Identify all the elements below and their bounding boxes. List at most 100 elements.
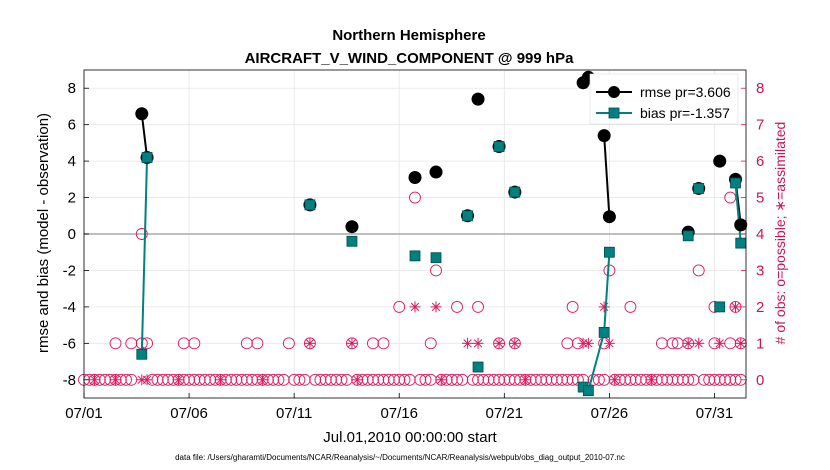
asterisk-stroke <box>510 339 520 348</box>
obs-possible-marker <box>566 300 579 313</box>
asterisk-stroke <box>694 339 703 348</box>
bias-point <box>735 237 747 249</box>
asterisk-stroke <box>647 375 656 384</box>
rmse-point <box>602 210 616 224</box>
y-axis-label: rmse and bias (model - observation) <box>35 113 52 353</box>
obs-assimilated-marker <box>351 374 363 386</box>
asterisk-stroke <box>111 375 120 384</box>
rmse-point <box>408 171 422 185</box>
obs-assimilated-marker <box>430 301 442 313</box>
x-tick-label: 07/21 <box>486 405 524 422</box>
obs-possible-marker <box>724 191 737 204</box>
obs-assimilated-marker <box>462 337 474 349</box>
asterisk-stroke <box>521 375 530 384</box>
obs-possible-marker <box>550 373 563 386</box>
asterisk-stroke <box>305 339 315 348</box>
obs-possible-marker <box>592 373 605 386</box>
bias-point <box>730 177 741 189</box>
obs-possible-marker <box>472 373 484 386</box>
obs-assimilated-marker <box>729 301 741 313</box>
legend-rmse-label: rmse pr=3.606 <box>640 84 731 100</box>
asterisk-stroke <box>216 375 225 384</box>
obs-possible-marker <box>319 373 332 386</box>
bias-point <box>409 250 421 262</box>
asterisk-stroke <box>584 339 593 348</box>
bias-point <box>136 348 148 360</box>
obs-possible-marker <box>671 373 684 386</box>
asterisk-stroke <box>90 375 99 384</box>
obs-possible-marker <box>561 337 574 350</box>
obs-possible-marker <box>188 337 201 350</box>
obs-possible-marker <box>377 337 390 350</box>
y2-tick-label: 4 <box>756 226 764 243</box>
obs-possible-marker <box>503 373 516 386</box>
obs-possible-marker <box>314 373 327 386</box>
obs-possible-marker <box>719 373 731 386</box>
x-tick-label: 07/01 <box>65 405 103 422</box>
obs-possible-marker <box>335 373 348 386</box>
obs-assimilated-marker <box>693 337 705 349</box>
obs-assimilated-marker <box>346 337 358 349</box>
y2-axis-label: # of obs: o=possible; ∗=assimilated <box>772 122 788 345</box>
y2-tick-label: 7 <box>756 117 764 134</box>
obs-possible-marker <box>230 373 243 386</box>
rmse-point <box>345 220 359 234</box>
obs-possible-marker <box>666 373 679 386</box>
asterisk-stroke <box>731 302 740 312</box>
data-file-footer: data file: /Users/gharamti/Documents/NCA… <box>175 453 625 462</box>
obs-possible-marker <box>298 373 311 386</box>
asterisk-stroke <box>605 339 614 348</box>
rmse-point <box>429 165 443 179</box>
obs-possible-marker <box>198 373 211 386</box>
rmse-point <box>734 218 748 232</box>
bias-point <box>141 152 153 163</box>
obs-assimilated-marker <box>603 337 615 349</box>
obs-possible-marker <box>393 373 406 386</box>
obs-possible-marker <box>477 373 490 386</box>
obs-possible-marker <box>388 373 400 386</box>
obs-assimilated-marker <box>89 374 101 386</box>
obs-possible-marker <box>655 337 668 350</box>
asterisk-stroke <box>431 302 441 312</box>
obs-possible-marker <box>414 373 427 386</box>
bias-point <box>462 210 473 222</box>
bias-point <box>598 326 610 338</box>
y-tick-label: -8 <box>63 372 76 389</box>
y-tick-label: 0 <box>68 226 76 243</box>
obs-possible-marker <box>430 264 442 277</box>
series-markers <box>135 70 748 397</box>
obs-possible-marker <box>629 373 642 386</box>
obs-possible-marker <box>240 337 253 350</box>
legend-bias-label: bias pr=-1.357 <box>640 105 730 121</box>
obs-possible-marker <box>692 264 705 277</box>
obs-possible-marker <box>556 373 569 386</box>
obs-possible-marker <box>409 191 421 204</box>
obs-assimilated-marker <box>509 337 521 349</box>
asterisk-stroke <box>473 339 483 348</box>
asterisk-stroke <box>736 339 745 348</box>
obs-assimilated-marker <box>173 374 185 386</box>
bias-point <box>472 361 484 373</box>
obs-possible-marker <box>456 373 469 386</box>
obs-possible-marker <box>713 373 726 386</box>
asterisk-stroke <box>347 339 357 348</box>
bias-point <box>509 186 521 198</box>
obs-assimilated-marker <box>141 374 153 386</box>
obs-possible-marker <box>330 373 343 386</box>
y2-tick-label: 1 <box>756 335 764 352</box>
obs-possible-marker <box>482 373 495 386</box>
x-tick-label: 07/26 <box>591 405 629 422</box>
rmse-line-segment <box>603 135 611 217</box>
rmse-point <box>471 92 485 106</box>
bias-point <box>346 235 358 247</box>
obs-assimilated-marker <box>682 337 694 349</box>
asterisk-stroke <box>437 375 446 384</box>
obs-possible-marker <box>367 373 379 386</box>
obs-assimilated-marker <box>110 374 122 386</box>
obs-possible-marker <box>272 373 285 386</box>
obs-possible-marker <box>403 373 416 386</box>
obs-possible-marker <box>624 373 637 386</box>
y-tick-label: -6 <box>63 335 76 352</box>
